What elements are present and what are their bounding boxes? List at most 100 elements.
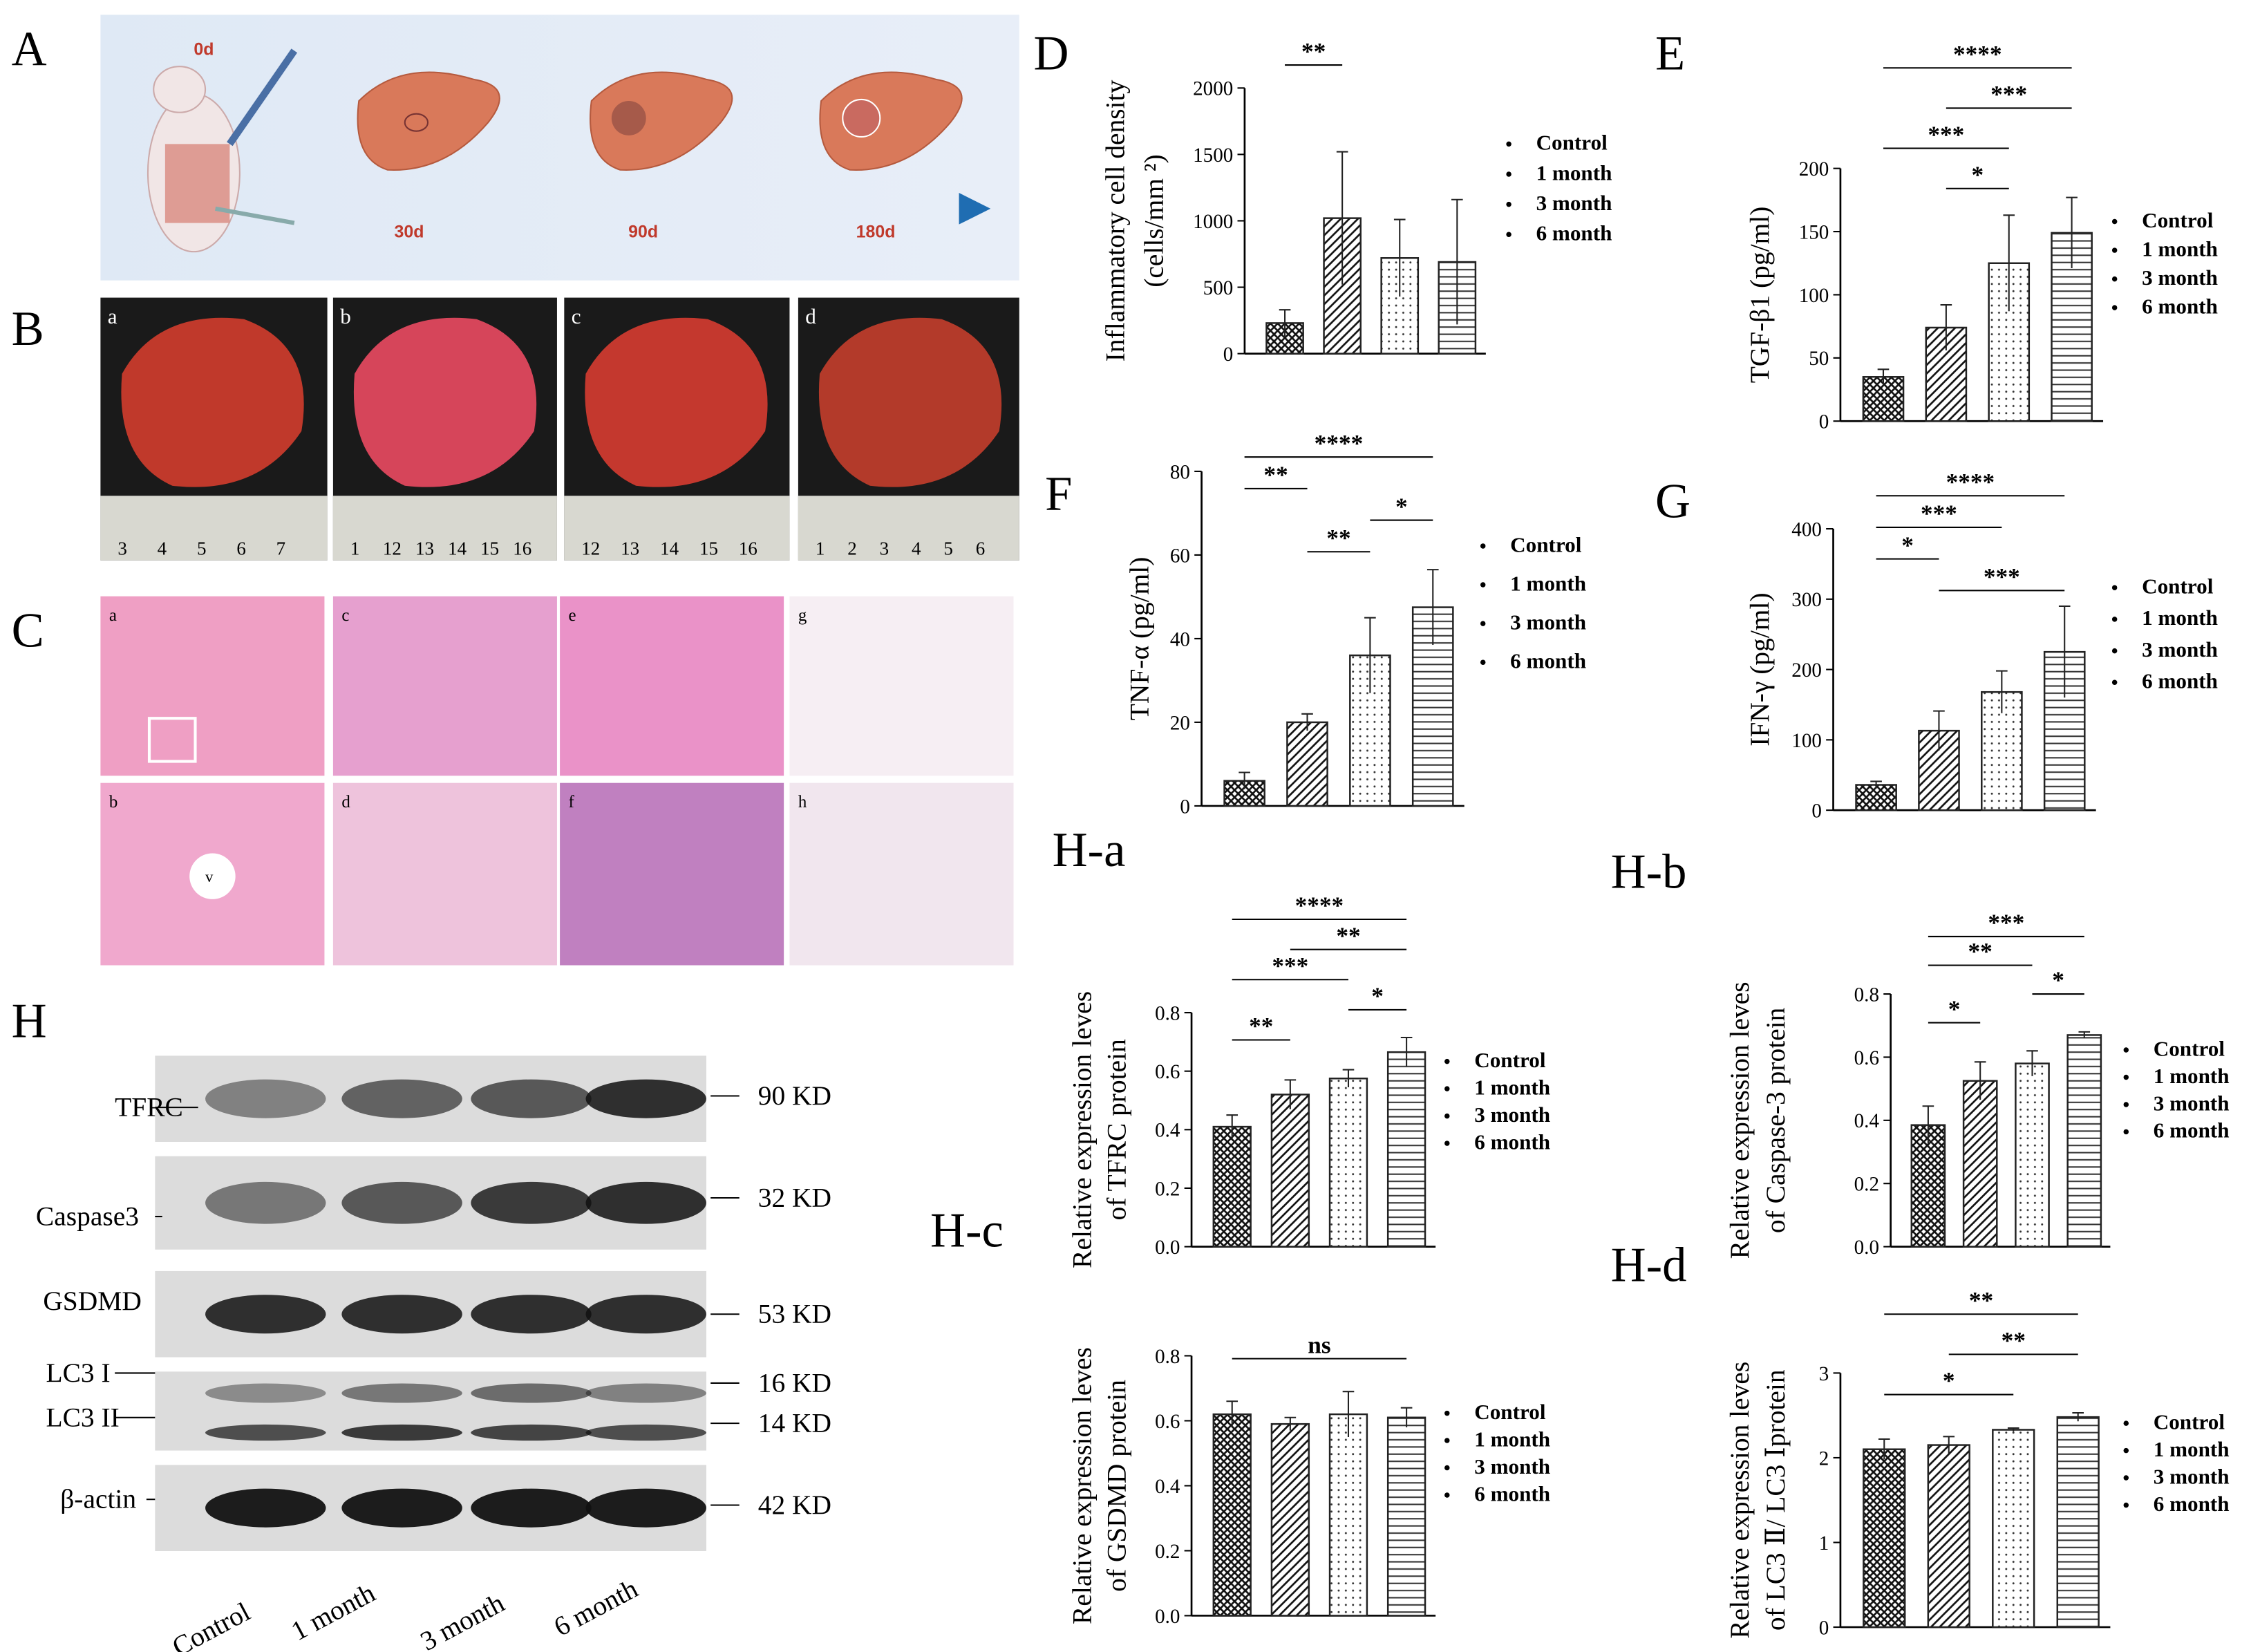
significance-label: **	[1336, 922, 1360, 949]
legend-marker	[2123, 1447, 2129, 1454]
ruler	[798, 496, 1019, 561]
ruler-number: 3	[880, 538, 889, 559]
legend-label: 6 month	[1510, 649, 1586, 673]
blot-row-label: LC3 II	[46, 1402, 119, 1432]
y-axis-label: of TFRC protein	[1102, 1039, 1132, 1221]
y-tick-label: 1500	[1193, 144, 1233, 167]
vessel-label: v	[205, 868, 214, 885]
histology-label: b	[109, 793, 117, 811]
bar	[1212, 1125, 1252, 1248]
y-tick-label: 0.6	[1854, 1047, 1879, 1069]
significance-label: ***	[1921, 500, 1957, 527]
significance-label: ****	[1953, 41, 2002, 68]
blot-band	[471, 1424, 592, 1441]
vessel	[189, 853, 236, 899]
blot-band	[585, 1488, 706, 1528]
error-bar	[1301, 713, 1313, 731]
legend-label: 1 month	[2142, 236, 2218, 261]
legend-label: Control	[1474, 1400, 1546, 1424]
legend-marker	[2111, 585, 2118, 590]
histology-label: h	[798, 793, 807, 811]
histology-tile	[100, 596, 325, 776]
legend-label: 3 month	[2142, 265, 2218, 290]
error-bar	[1238, 771, 1250, 789]
y-tick-label: 40	[1170, 628, 1190, 650]
error-bar	[1336, 151, 1348, 285]
y-axis-label: TNF-α (pg/ml)	[1124, 557, 1155, 721]
legend-label: 1 month	[2154, 1437, 2230, 1461]
bar	[1855, 784, 1897, 811]
significance-label: *	[2052, 967, 2064, 994]
blot-band	[471, 1295, 592, 1334]
legend-marker	[1444, 1086, 1450, 1091]
y-tick-label: 0	[1223, 344, 1234, 366]
legend-label: 3 month	[1474, 1102, 1550, 1127]
y-tick-label: 0.4	[1155, 1476, 1180, 1498]
panel-label: G	[1655, 474, 1690, 528]
error-bar	[1342, 1391, 1355, 1437]
legend-label: Control	[2154, 1036, 2225, 1060]
y-axis-label: IFN-γ (pg/ml)	[1744, 592, 1775, 746]
bar	[2066, 1034, 2102, 1248]
ruler-number: 14	[448, 538, 467, 559]
error-bar	[1877, 368, 1890, 385]
legend-marker	[2123, 1129, 2129, 1135]
y-tick-label: 0.4	[1854, 1110, 1880, 1132]
ruler	[100, 496, 328, 561]
y-axis-label: (cells/mm ²)	[1139, 154, 1169, 288]
panel-label: C	[12, 603, 44, 657]
blot-band	[205, 1488, 326, 1528]
ruler-number: 5	[943, 538, 952, 559]
histology-tile	[332, 782, 557, 966]
y-tick-label: 2	[1819, 1447, 1829, 1470]
legend-marker	[2123, 1475, 2129, 1481]
ruler-number: 5	[197, 538, 207, 559]
legend-marker	[1480, 659, 1486, 665]
error-bar	[1284, 1079, 1297, 1109]
arrow-head	[959, 192, 991, 225]
significance-label: ***	[1988, 910, 2024, 937]
mouse	[147, 48, 298, 253]
y-tick-label: 500	[1203, 277, 1234, 299]
significance-label: ***	[1272, 952, 1308, 979]
legend-label: 1 month	[2142, 606, 2218, 630]
legend-marker	[2123, 1074, 2129, 1080]
histology-tile	[560, 596, 784, 776]
y-tick-label: 0.2	[1155, 1541, 1180, 1563]
panel-label: A	[12, 22, 47, 76]
error-bar	[1922, 1105, 1934, 1145]
y-axis-label: of Caspase-3 protein	[1760, 1007, 1791, 1233]
size-label: 42 KD	[758, 1490, 831, 1520]
error-bar	[1342, 1069, 1355, 1087]
legend-marker	[2111, 648, 2118, 654]
histology-tile	[332, 596, 557, 776]
error-bar	[1279, 309, 1291, 337]
ruler-number: 4	[912, 538, 921, 559]
histology-tile	[789, 782, 1014, 966]
legend-marker	[1444, 1465, 1450, 1471]
y-tick-label: 0.0	[1155, 1237, 1180, 1259]
y-tick-label: 50	[1809, 348, 1829, 370]
legend-marker	[1480, 582, 1486, 588]
legend-label: 6 month	[1536, 221, 1612, 245]
blot-band	[341, 1424, 462, 1441]
legend-label: 3 month	[2154, 1091, 2230, 1115]
blot-band	[205, 1295, 326, 1334]
legend-marker	[1444, 1141, 1450, 1146]
error-bar	[1364, 617, 1376, 693]
error-bar	[2058, 605, 2071, 698]
y-tick-label: 100	[1791, 730, 1822, 752]
legend-label: Control	[2142, 208, 2214, 232]
ruler	[564, 496, 790, 561]
legend-label: 1 month	[1474, 1075, 1550, 1099]
legend-label: Control	[1474, 1048, 1546, 1072]
legend-marker	[1480, 543, 1486, 549]
legend-marker	[1444, 1410, 1450, 1416]
panel-label: B	[12, 302, 44, 356]
significance-label: *	[1371, 983, 1384, 1010]
significance-label: ***	[1928, 121, 1964, 148]
y-tick-label: 0.2	[1854, 1174, 1879, 1196]
y-tick-label: 20	[1170, 712, 1190, 734]
legend-label: 6 month	[1474, 1481, 1550, 1505]
